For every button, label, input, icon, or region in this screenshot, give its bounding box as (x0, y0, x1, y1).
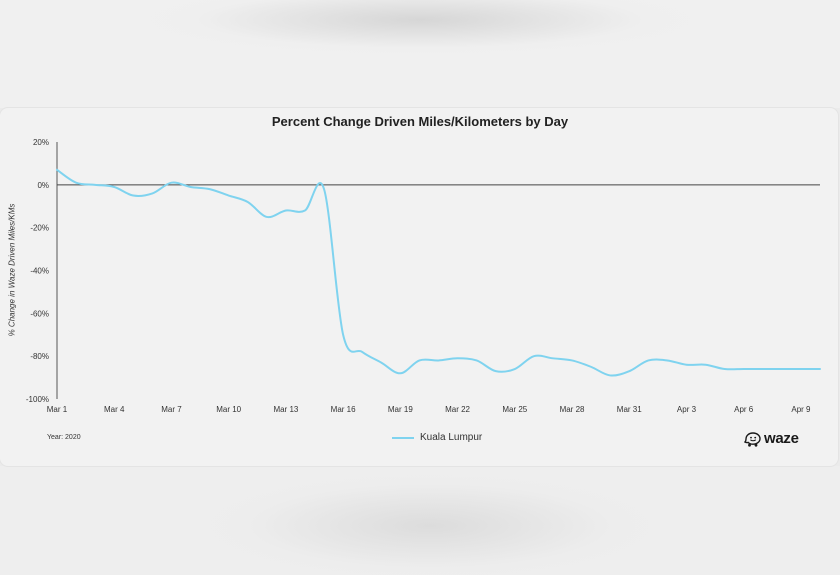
x-tick-label: Mar 7 (161, 405, 182, 414)
x-tick-label: Mar 4 (104, 405, 125, 414)
x-tick-label: Mar 1 (47, 405, 68, 414)
legend-label: Kuala Lumpur (420, 432, 483, 443)
series-line-kuala-lumpur (56, 168, 821, 377)
y-tick-label: 20% (33, 138, 49, 147)
x-tick-label: Mar 16 (331, 405, 356, 414)
x-tick-label: Mar 31 (617, 405, 642, 414)
waze-smiley-icon (744, 431, 761, 447)
y-tick-label: -40% (30, 267, 49, 276)
y-tick-label: -20% (30, 224, 49, 233)
year-note: Year: 2020 (47, 434, 81, 441)
blurred-background-bottom (0, 466, 840, 575)
x-tick-label: Mar 22 (445, 405, 470, 414)
x-tick-label: Mar 13 (273, 405, 298, 414)
y-tick-label: -80% (30, 352, 49, 361)
x-tick-label: Mar 10 (216, 405, 241, 414)
x-tick-label: Apr 6 (734, 405, 754, 414)
blurred-background-top (0, 0, 840, 108)
y-tick-label: -60% (30, 309, 49, 318)
x-tick-label: Apr 9 (791, 405, 811, 414)
logo-text: waze (764, 430, 799, 447)
waze-logo: waze (744, 430, 799, 447)
y-tick-label: 0% (37, 181, 49, 190)
legend-swatch (392, 436, 414, 439)
legend: Kuala Lumpur (392, 432, 482, 443)
chart-title: Percent Change Driven Miles/Kilometers b… (271, 114, 569, 129)
x-tick-label: Mar 25 (502, 405, 527, 414)
chart-card (0, 108, 838, 466)
x-tick-label: Mar 28 (560, 405, 585, 414)
x-tick-label: Apr 3 (677, 405, 697, 414)
y-axis-label: % Change in Waze Driven Miles/KMs (7, 203, 17, 337)
x-tick-label: Mar 19 (388, 405, 413, 414)
y-tick-label: -100% (26, 395, 49, 404)
